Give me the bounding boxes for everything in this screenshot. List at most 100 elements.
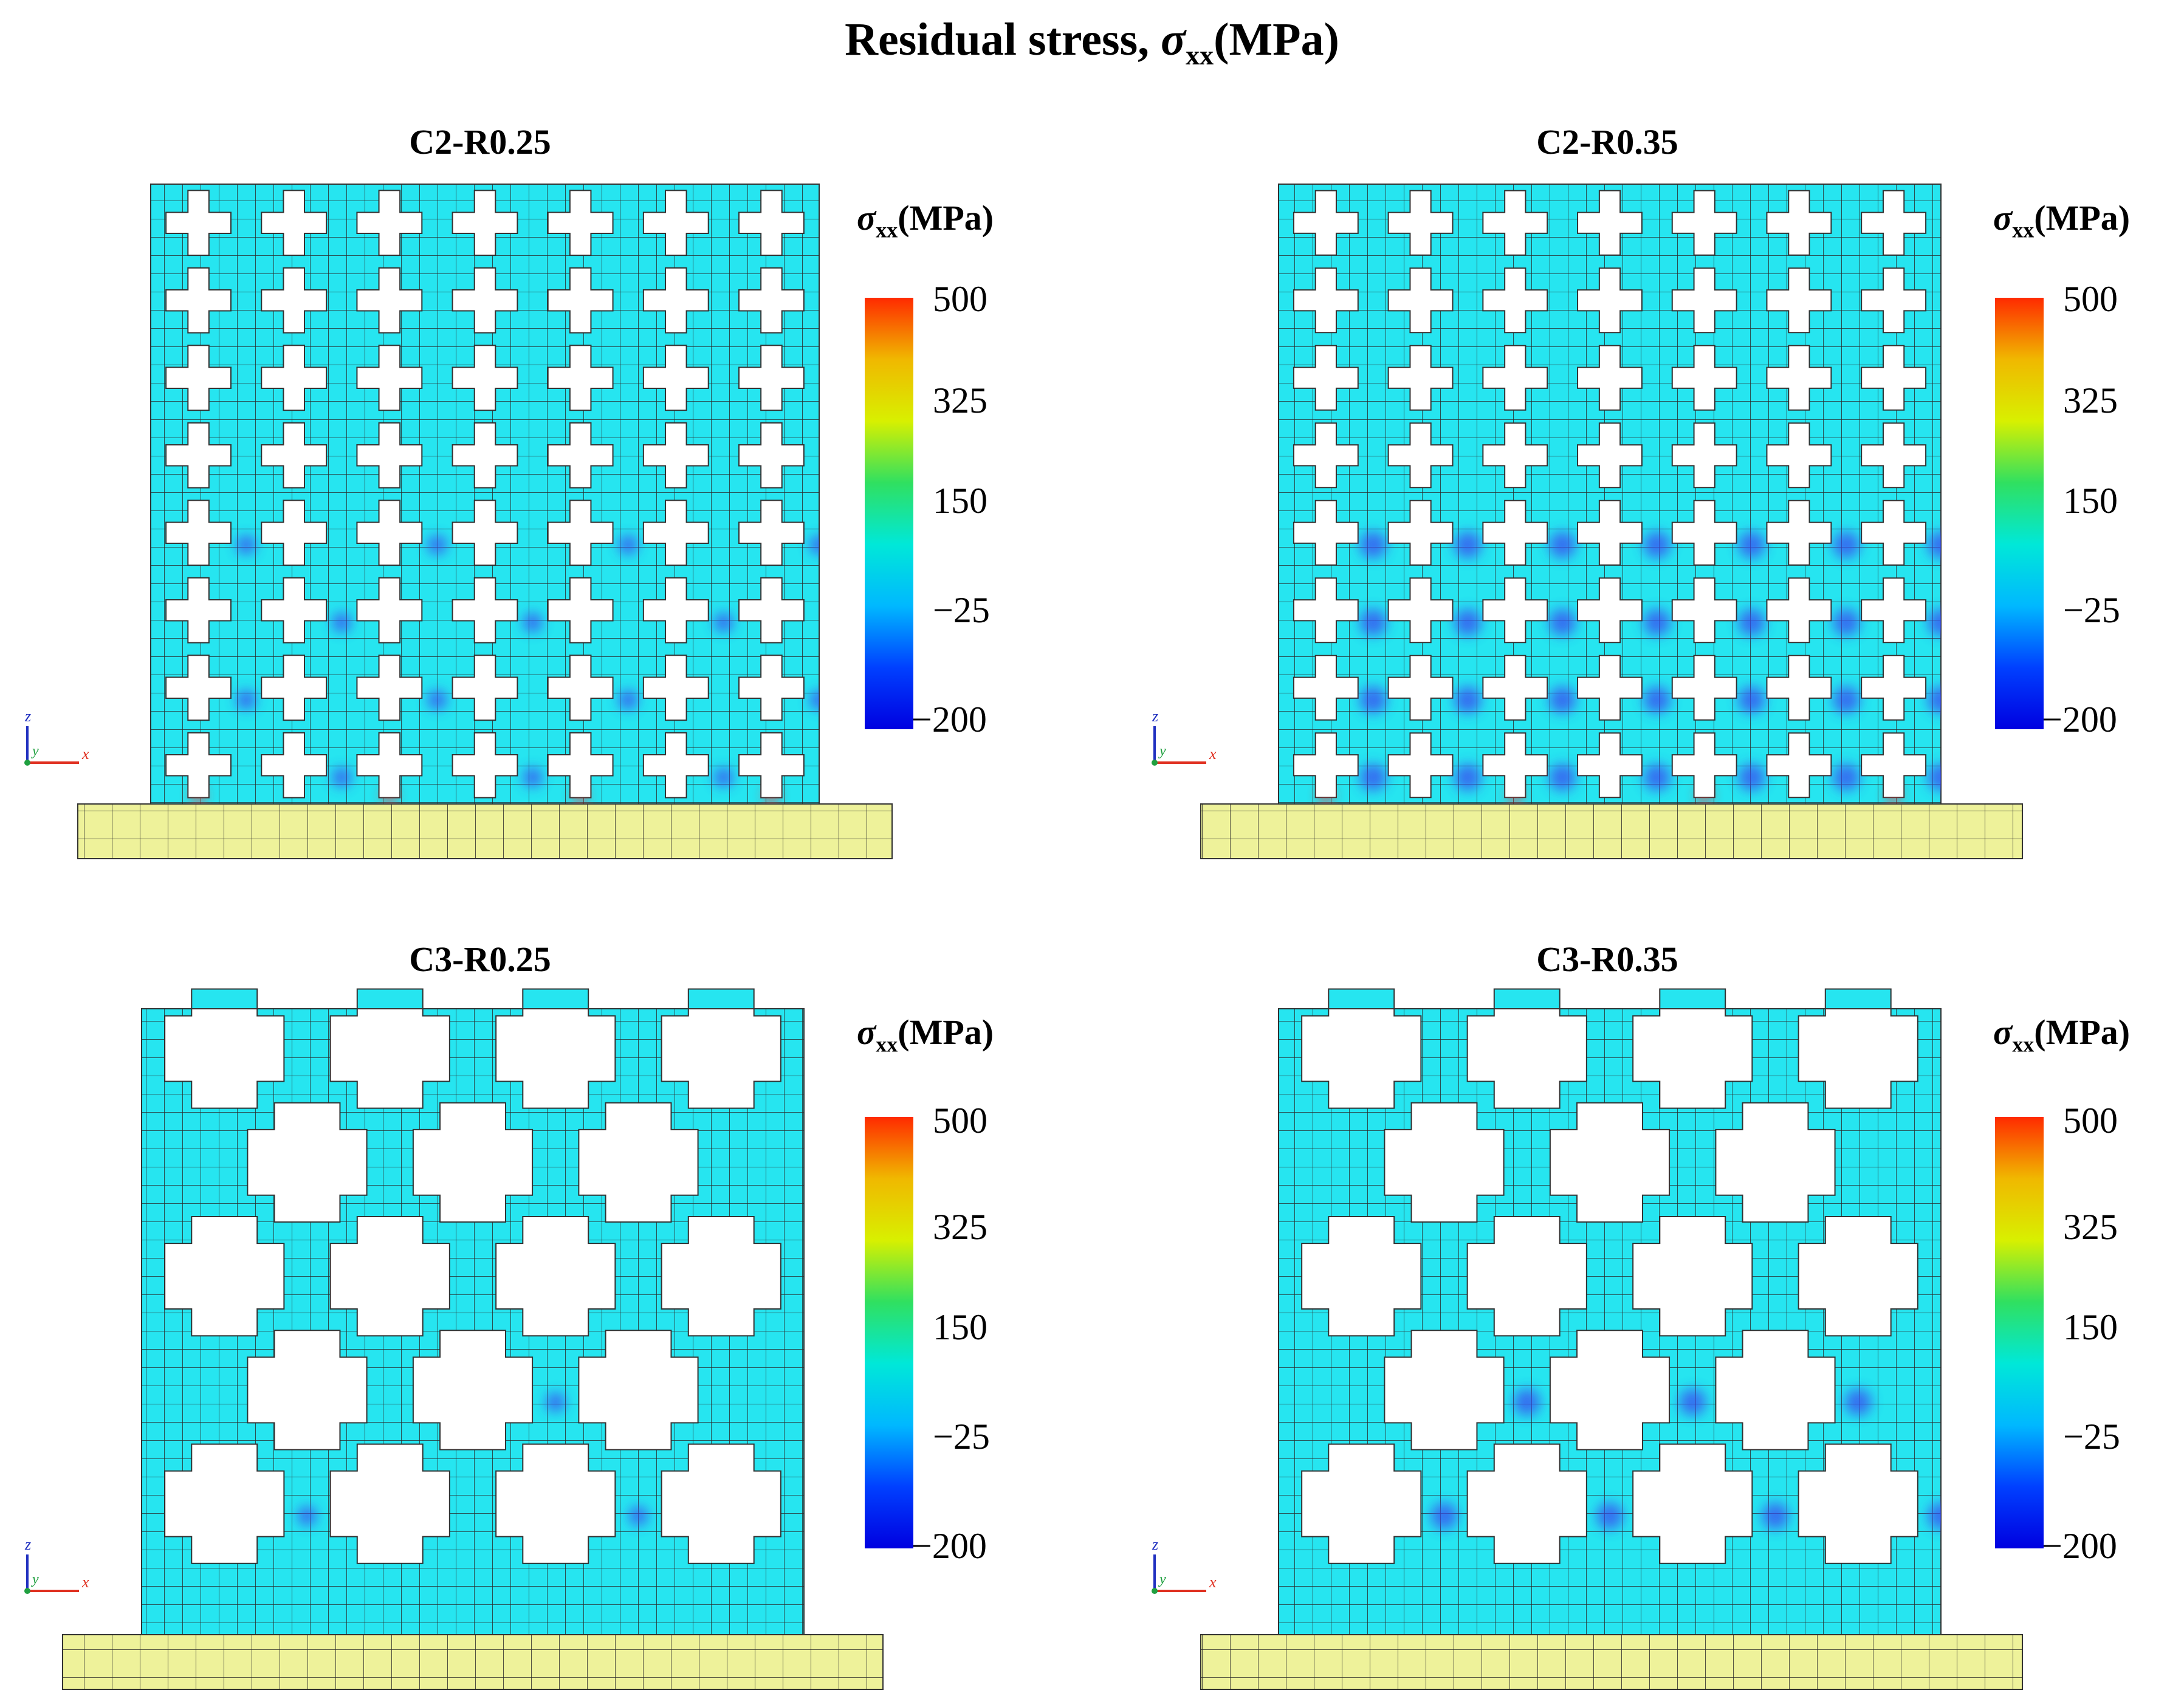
x-axis-label: x [81,745,89,763]
tensile-spot [1508,788,1523,803]
tensile-spot [191,788,206,803]
y-axis-label: y [1158,1571,1166,1587]
panel-c3-r025 [62,988,884,1690]
compressive-spot [618,535,638,555]
compressive-spot [1643,531,1671,558]
z-axis-label: z [24,1536,31,1553]
colorbar-title: σxx(MPa) [857,1012,994,1057]
compressive-spot [1679,1389,1706,1416]
x-axis-label: x [1209,1573,1217,1591]
compressive-spot [1454,686,1482,713]
colorbar [1995,298,2044,729]
compressive-spot [1430,1502,1458,1530]
tensile-spot [382,788,397,803]
colorbar-tick: 325 [933,1207,987,1247]
tensile-spot [764,788,779,803]
panel-c2-r035 [1200,184,2023,859]
compressive-spot [1513,1389,1540,1416]
compressive-spot [713,768,733,788]
axis-triad: z y x [1152,707,1217,766]
compressive-spot [1928,686,1941,713]
colorbar-tick: −200 [2042,699,2117,740]
compressive-spot [1833,764,1860,791]
compressive-spot [1549,764,1576,791]
z-axis-label: z [1152,707,1158,725]
panels-layer: z y x z y x z y x z y x [24,184,2044,1690]
panel-c2-r025 [77,184,893,859]
colorbar-tick: −200 [912,1526,987,1566]
compressive-spot [1738,764,1765,791]
compressive-spot [1643,609,1671,636]
colorbar-tick: 150 [2063,481,2118,521]
colorbar [865,1117,913,1548]
colorbar-title: σxx(MPa) [1993,198,2131,242]
stress-spots [297,1392,648,1526]
compressive-spot [1833,609,1860,636]
colorbar-tick: −25 [933,1417,990,1457]
colorbar-tick: 325 [2063,380,2118,421]
compressive-spot [1596,1502,1623,1530]
colorbar-tick: −25 [2063,1417,2120,1457]
lattice-mesh [142,1009,804,1635]
compressive-spot [332,768,352,788]
compressive-spot [1928,1502,1941,1530]
compressive-spot [1359,686,1387,713]
compressive-spot [1833,531,1860,558]
z-axis-label: z [1152,1536,1158,1553]
colorbar-tick: −200 [2042,1526,2117,1566]
compressive-spot [1928,609,1941,636]
compressive-spot [523,613,543,633]
panel-title-c2-r035: C2-R0.35 [1536,122,1678,162]
y-axis-label: y [1158,743,1166,759]
compressive-spot [1844,1389,1872,1416]
compressive-spot [1454,531,1482,558]
x-axis-label: x [1209,745,1217,763]
base-mesh [1201,804,2022,859]
compressive-spot [809,690,819,710]
compressive-spot [1454,764,1482,791]
compressive-spot [523,768,543,788]
tensile-spot [1886,788,1901,803]
tensile-spot [1318,788,1333,803]
colorbar-tick: 150 [2063,1307,2118,1347]
compressive-spot [1762,1502,1789,1530]
compressive-spot [1738,531,1765,558]
compressive-spot [1549,686,1576,713]
colorbar [1995,1117,2044,1548]
compressive-spot [1359,609,1387,636]
compressive-spot [1738,686,1765,713]
colorbar-tick: 150 [933,481,987,521]
colorbar [865,298,913,729]
stress-spots [191,535,819,803]
compressive-spot [1359,531,1387,558]
colorbar-tick: 500 [2063,279,2118,319]
compressive-spot [628,1506,648,1526]
compressive-spot [809,535,819,555]
tensile-spot [573,788,588,803]
colorbar-title: σxx(MPa) [857,198,994,242]
panel-title-c3-r035: C3-R0.35 [1536,939,1678,979]
base-mesh [63,1635,883,1689]
compressive-spot [427,690,447,710]
x-axis-label: x [81,1573,89,1591]
compressive-spot [713,613,733,633]
compressive-spot [1833,686,1860,713]
axis-triad: z y x [1152,1536,1217,1594]
y-axis-label: y [31,1571,39,1587]
z-axis-label: z [24,707,31,725]
compressive-spot [236,690,256,710]
compressive-spot [1928,531,1941,558]
colorbar-tick: 500 [933,1101,987,1141]
compressive-spot [1359,764,1387,791]
panel-c3-r035 [1200,988,2023,1690]
compressive-spot [1549,609,1576,636]
y-axis-dot [1152,760,1158,766]
compressive-spot [618,690,638,710]
y-axis-dot [1152,1588,1158,1594]
colorbar-tick: −200 [912,699,987,740]
stress-spots [1318,531,1941,803]
compressive-spot [236,535,256,555]
colorbar-tick: −25 [2063,590,2120,630]
